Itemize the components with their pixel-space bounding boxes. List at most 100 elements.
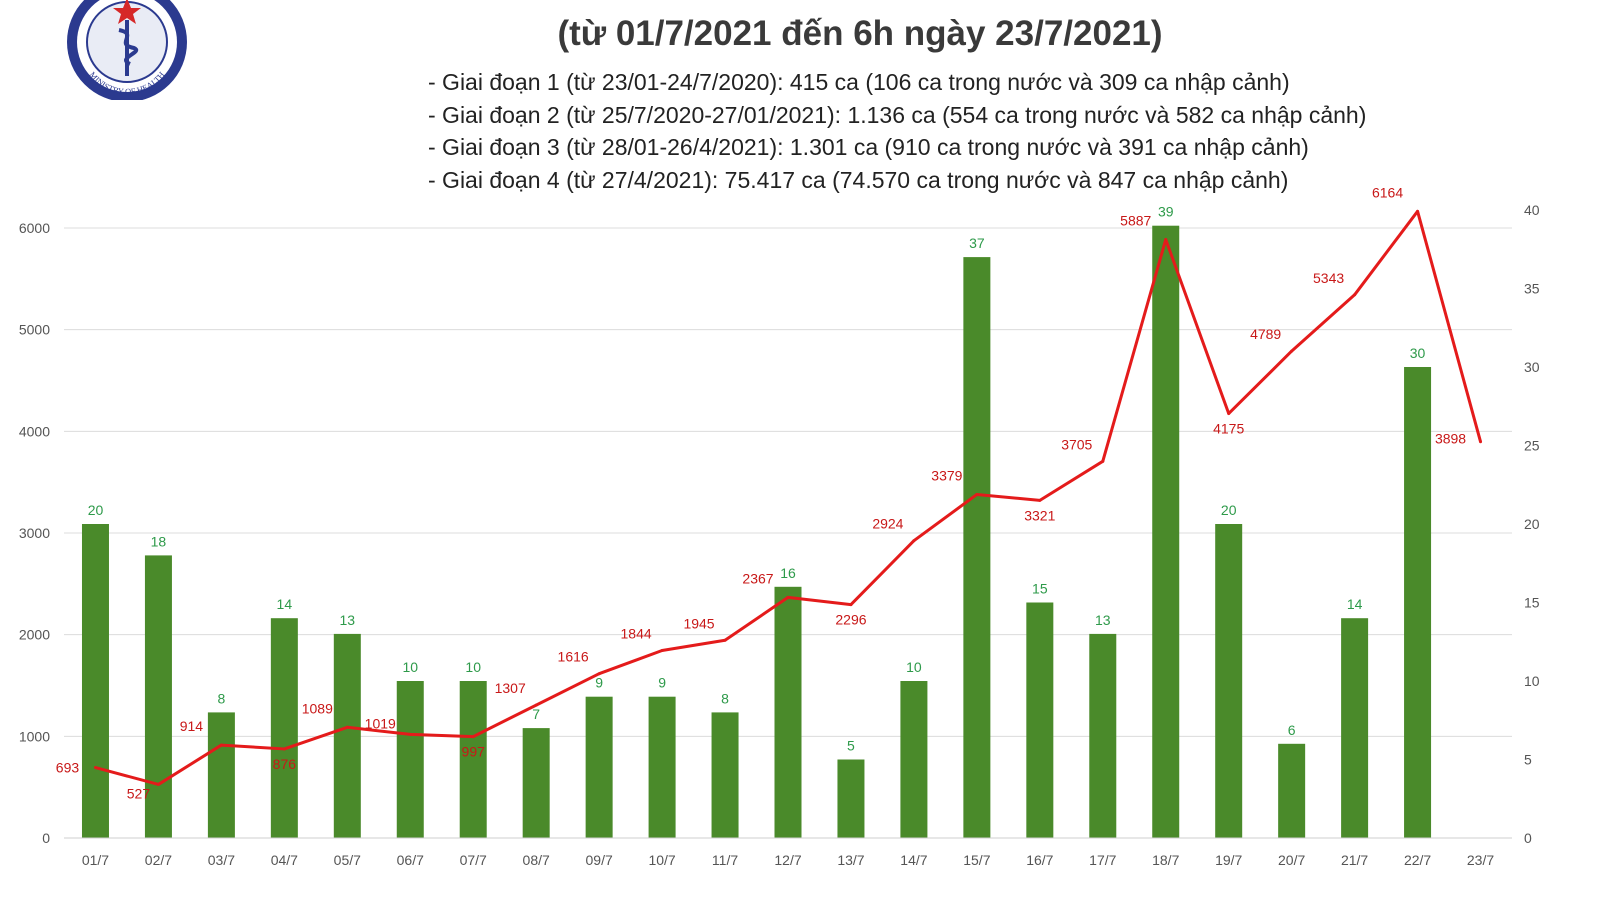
line-value-label: 914	[180, 718, 204, 734]
ministry-of-health-logo: MINISTRY OF HEALTH	[67, 0, 187, 100]
bar	[1278, 743, 1306, 838]
y-left-tick-label: 4000	[19, 423, 50, 439]
line-point	[1416, 209, 1420, 213]
line-value-label: 6164	[1372, 184, 1403, 200]
x-tick-label: 11/7	[712, 852, 738, 868]
bar-value-label: 13	[340, 612, 356, 628]
x-tick-label: 16/7	[1026, 852, 1053, 868]
stage-summary: - Giai đoạn 1 (từ 23/01-24/7/2020): 415 …	[428, 66, 1366, 197]
y-left-tick-label: 6000	[19, 220, 50, 236]
chart-title: (từ 01/7/2021 đến 6h ngày 23/7/2021)	[557, 14, 1163, 53]
bar-value-label: 8	[721, 690, 729, 706]
bar	[711, 712, 739, 838]
line-value-label: 876	[273, 756, 297, 772]
line-value-label: 997	[462, 744, 486, 760]
y-right-tick-label: 25	[1524, 438, 1540, 454]
line-value-label: 4175	[1213, 421, 1244, 437]
bar	[1215, 524, 1243, 838]
x-tick-label: 09/7	[586, 852, 613, 868]
line-point	[1290, 349, 1294, 353]
line-value-label: 5343	[1313, 270, 1344, 286]
y-left-tick-label: 5000	[19, 322, 50, 338]
bar	[1341, 618, 1369, 838]
line-value-label: 5887	[1120, 212, 1151, 228]
line-point	[1101, 459, 1105, 463]
x-tick-label: 13/7	[837, 852, 864, 868]
line-point	[1164, 237, 1168, 241]
axes: 0 1000 2000 3000 4000 5000 6000 0 5 10 15 20 25 30 35 4…	[19, 202, 1540, 868]
line-series	[93, 209, 1483, 786]
x-tick-label: 03/7	[208, 852, 235, 868]
bar	[396, 681, 424, 838]
bar-value-label: 30	[1410, 345, 1426, 361]
line-point	[93, 766, 97, 770]
bar-value-label: 20	[88, 502, 104, 518]
x-tick-label: 18/7	[1152, 852, 1179, 868]
bar	[900, 681, 928, 838]
bar-value-label: 39	[1158, 204, 1174, 220]
y-left-tick-label: 2000	[19, 627, 50, 643]
line-point	[282, 747, 286, 751]
x-tick-label: 02/7	[145, 852, 172, 868]
stage-4-line: - Giai đoạn 4 (từ 27/4/2021): 75.417 ca …	[428, 167, 1289, 194]
line-point	[219, 743, 223, 747]
bar	[963, 257, 991, 839]
data-labels: 20 18 8 14 13 10 10 7 9 9 8 16 5 10 37 15 13 39 20 6 14 30 693…	[56, 184, 1467, 801]
bar-value-label: 9	[595, 675, 603, 691]
y-right-tick-label: 5	[1524, 752, 1532, 768]
line-point	[1479, 440, 1483, 444]
y-left-tick-label: 3000	[19, 525, 50, 541]
line-value-label: 3705	[1061, 436, 1092, 452]
line-point	[912, 539, 916, 543]
x-tick-label: 04/7	[271, 852, 298, 868]
bar-value-label: 9	[658, 675, 666, 691]
line-value-label: 1019	[365, 715, 396, 731]
bar	[459, 681, 487, 838]
line-value-label: 2296	[835, 612, 866, 628]
bar	[333, 633, 361, 838]
line-value-label: 4789	[1250, 326, 1281, 342]
line-point	[1227, 412, 1231, 416]
bar-series	[81, 225, 1432, 839]
bar-value-label: 7	[532, 706, 540, 722]
line-point	[849, 603, 853, 607]
y-right-tick-label: 0	[1524, 830, 1532, 846]
line-point	[723, 638, 727, 642]
bar-value-label: 6	[1288, 722, 1296, 738]
x-tick-label: 06/7	[397, 852, 424, 868]
bar-value-label: 15	[1032, 581, 1048, 597]
x-tick-label: 19/7	[1215, 852, 1242, 868]
line-point	[786, 595, 790, 599]
bar-value-label: 10	[465, 659, 481, 675]
bar-value-label: 37	[969, 235, 985, 251]
x-tick-label: 10/7	[648, 852, 675, 868]
stage-2-line: - Giai đoạn 2 (từ 25/7/2020-27/01/2021):…	[428, 101, 1367, 128]
x-tick-label: 12/7	[774, 852, 801, 868]
y-right-tick-label: 30	[1524, 359, 1540, 375]
bar	[270, 618, 298, 838]
stage-3-line: - Giai đoạn 3 (từ 28/01-26/4/2021): 1.30…	[428, 134, 1309, 161]
line-point	[471, 735, 475, 739]
line-point	[1038, 498, 1042, 502]
bar	[774, 586, 802, 838]
line-value-label: 3379	[931, 467, 962, 483]
bar	[1152, 225, 1180, 838]
line-point	[345, 725, 349, 729]
y-right-tick-label: 10	[1524, 673, 1540, 689]
x-tick-label: 21/7	[1341, 852, 1368, 868]
line-point	[975, 492, 979, 496]
line-point	[1353, 293, 1357, 297]
line-point	[534, 703, 538, 707]
x-tick-label: 07/7	[460, 852, 487, 868]
line-value-label: 2924	[872, 516, 903, 532]
x-tick-label: 15/7	[963, 852, 990, 868]
bar	[522, 728, 550, 838]
bar-value-label: 13	[1095, 612, 1111, 628]
x-tick-label: 01/7	[82, 852, 109, 868]
y-right-tick-label: 20	[1524, 516, 1540, 532]
bar-value-label: 5	[847, 738, 855, 754]
line-value-label: 1089	[302, 700, 333, 716]
line-point	[156, 782, 160, 786]
y-right-tick-label: 15	[1524, 595, 1540, 611]
